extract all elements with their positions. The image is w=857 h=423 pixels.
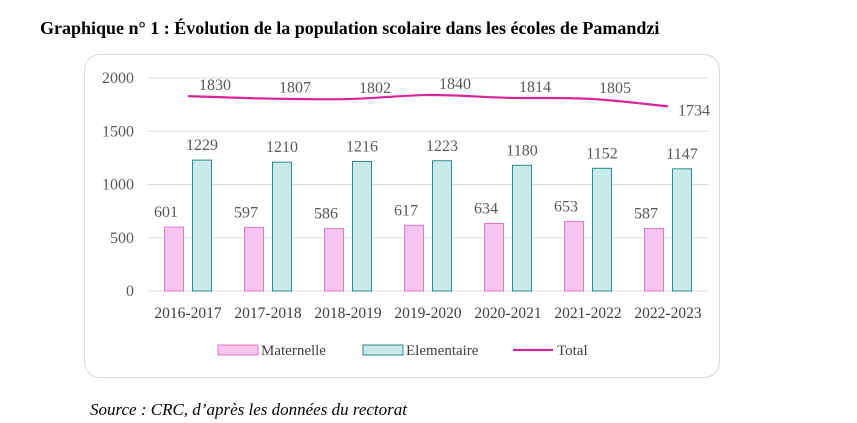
x-category-label: 2019-2020 [394,305,461,322]
data-label-maternelle: 586 [314,206,338,223]
y-tick-label: 1000 [102,177,134,194]
bar-maternelle [644,227,664,292]
total-line-layer [187,93,669,108]
bar-maternelle [244,226,264,292]
chart-title: Graphique n° 1 : Évolution de la populat… [40,18,660,38]
y-tick-label: 1500 [102,123,134,140]
data-label-maternelle: 653 [554,198,578,215]
data-label-total: 1805 [599,80,631,97]
bar-elementaire [272,161,292,292]
bar-elementaire [192,159,212,292]
x-category-label: 2020-2021 [474,305,541,322]
data-label-maternelle: 587 [634,205,658,222]
x-category-label: 2016-2017 [154,305,221,322]
data-label-total: 1830 [199,77,231,94]
bar-maternelle [404,224,424,292]
legend-swatch [217,344,259,356]
y-tick-label: 0 [126,283,134,300]
legend-maternelle: Maternelle [217,343,326,359]
legend-label: Maternelle [261,343,326,359]
bar-elementaire [432,160,452,292]
bar-maternelle [164,226,184,292]
legend-elementaire: Elementaire [362,343,479,359]
data-label-maternelle: 617 [394,202,418,219]
source-note: Source : CRC, d’après les données du rec… [90,400,407,419]
legend: Maternelle Elementaire Total [217,343,588,359]
bars-layer [164,159,692,292]
bar-maternelle [324,228,344,292]
bar-maternelle [564,220,584,292]
data-label-total: 1734 [678,102,710,119]
chart-frame [84,54,720,378]
bar-maternelle [484,222,504,292]
x-axis-categories: 2016-2017 2017-2018 2018-2019 2019-2020 2020… [154,305,701,322]
total-line [187,93,669,108]
data-label-total: 1840 [439,76,471,93]
data-labels-layer: 601 1229 597 1210 586 1216 617 1223 634 1180 653 11… [154,76,710,223]
bar-elementaire [352,160,372,292]
data-label-elementaire: 1152 [586,145,617,162]
data-label-elementaire: 1216 [346,138,378,155]
data-label-total: 1802 [359,80,391,97]
grid-layer [148,77,708,292]
data-label-elementaire: 1147 [666,146,697,163]
data-label-elementaire: 1180 [506,142,537,159]
x-category-label: 2017-2018 [234,305,301,322]
data-label-elementaire: 1223 [426,138,458,155]
data-label-elementaire: 1229 [186,137,218,154]
data-label-maternelle: 597 [234,204,258,221]
legend-total: Total [513,343,588,359]
bar-elementaire [592,167,612,292]
y-tick-label: 2000 [102,70,134,87]
bar-elementaire [672,168,692,292]
data-label-elementaire: 1210 [266,139,298,156]
data-label-total: 1814 [519,79,551,96]
y-tick-label: 500 [110,230,134,247]
legend-label: Elementaire [406,343,479,359]
data-label-maternelle: 601 [154,204,178,221]
bar-elementaire [512,164,532,292]
x-category-label: 2021-2022 [554,305,621,322]
data-label-maternelle: 634 [474,200,498,217]
x-category-label: 2018-2019 [314,305,381,322]
legend-label: Total [557,343,588,359]
x-category-label: 2022-2023 [634,305,701,322]
data-label-total: 1807 [279,80,311,97]
y-axis-ticks: 0 500 1000 1500 2000 [102,70,134,300]
legend-swatch [362,344,404,356]
